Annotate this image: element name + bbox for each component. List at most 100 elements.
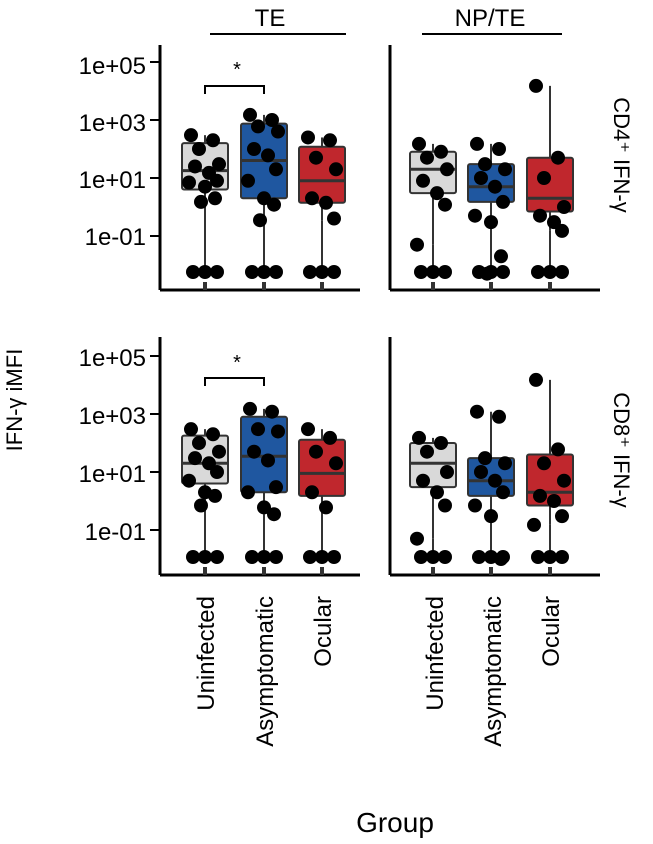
x-axis-title: Group — [356, 807, 434, 838]
column-label-te: TE — [255, 5, 286, 32]
x-tick-label: Uninfected — [193, 596, 220, 711]
data-point — [420, 150, 434, 165]
data-point — [269, 480, 283, 495]
data-point — [438, 550, 452, 564]
row-label-cd4: CD4⁺ IFN-γ — [609, 97, 634, 213]
data-point — [210, 465, 224, 479]
data-point — [496, 194, 510, 209]
data-point — [468, 208, 482, 223]
data-point — [253, 213, 267, 228]
data-point — [492, 142, 506, 156]
data-point — [315, 265, 329, 279]
data-point — [412, 430, 426, 445]
data-point — [426, 265, 440, 279]
y-tick-label: 1e+05 — [79, 345, 146, 372]
data-point — [472, 550, 486, 564]
data-point — [301, 130, 315, 145]
data-point — [303, 265, 317, 279]
data-point — [257, 265, 271, 279]
data-point — [184, 422, 198, 437]
data-point — [416, 173, 430, 188]
data-point — [208, 488, 222, 503]
data-point — [184, 128, 198, 143]
data-point — [327, 550, 341, 564]
data-point — [414, 265, 428, 279]
data-point — [261, 453, 275, 468]
data-point — [478, 451, 492, 466]
data-point — [531, 265, 545, 279]
column-label-np-te: NP/TE — [455, 5, 526, 32]
data-point — [319, 500, 333, 515]
data-point — [531, 550, 545, 564]
x-tick-label: Uninfected — [422, 596, 449, 711]
x-tick-label: Asymptomatic — [252, 596, 279, 747]
data-point — [555, 223, 569, 238]
data-point — [247, 142, 261, 156]
data-point — [309, 150, 323, 165]
data-point — [257, 191, 271, 206]
data-point — [241, 485, 255, 500]
significance-star-cd4: * — [233, 59, 241, 81]
data-point — [186, 265, 200, 279]
data-point — [206, 133, 220, 148]
data-point — [430, 186, 444, 201]
significance-bracket — [204, 377, 265, 386]
data-point — [198, 265, 212, 279]
data-point — [470, 136, 484, 151]
data-point — [329, 162, 343, 177]
data-point — [414, 550, 428, 564]
data-point — [271, 424, 285, 439]
data-point — [496, 485, 510, 500]
data-point — [188, 159, 202, 174]
significance-bracket — [204, 85, 265, 94]
data-point — [271, 124, 285, 139]
data-point — [557, 200, 571, 214]
data-point — [529, 78, 543, 93]
data-point — [182, 473, 196, 488]
data-point — [557, 473, 571, 488]
y-tick-label: 1e-01 — [85, 519, 146, 546]
data-point — [551, 442, 565, 457]
data-point — [241, 173, 255, 188]
data-point — [243, 401, 257, 416]
data-point — [329, 456, 343, 471]
data-point — [410, 237, 424, 252]
y-tick-label: 1e-01 — [85, 224, 146, 251]
data-point — [210, 550, 224, 564]
data-point — [438, 197, 452, 212]
data-point — [474, 171, 488, 185]
data-point — [488, 179, 502, 194]
data-point — [551, 150, 565, 165]
x-tick-label: Ocular — [538, 596, 565, 667]
y-axis-title: IFN-γ iMFI — [2, 349, 27, 452]
plot-layer — [150, 45, 600, 577]
data-point — [484, 265, 498, 279]
data-point — [498, 162, 512, 177]
data-point — [494, 249, 508, 264]
data-point — [488, 473, 502, 488]
data-point — [198, 550, 212, 564]
data-point — [194, 498, 208, 513]
data-point — [267, 507, 281, 522]
data-point — [243, 107, 257, 122]
data-point — [186, 550, 200, 564]
data-point — [533, 488, 547, 503]
data-point — [438, 265, 452, 279]
x-tick-label: Ocular — [310, 596, 337, 667]
data-point — [247, 444, 261, 459]
data-point — [303, 550, 317, 564]
data-point — [527, 517, 541, 532]
data-point — [470, 404, 484, 419]
data-point — [484, 550, 498, 564]
data-point — [434, 144, 448, 159]
data-point — [210, 265, 224, 279]
y-tick-label: 1e+01 — [79, 461, 146, 488]
significance-star-cd8: * — [233, 352, 241, 374]
data-point — [478, 157, 492, 172]
data-point — [245, 265, 259, 279]
data-point — [484, 509, 498, 524]
data-point — [194, 194, 208, 209]
y-tick-label: 1e+01 — [79, 167, 146, 194]
data-point — [265, 404, 279, 419]
